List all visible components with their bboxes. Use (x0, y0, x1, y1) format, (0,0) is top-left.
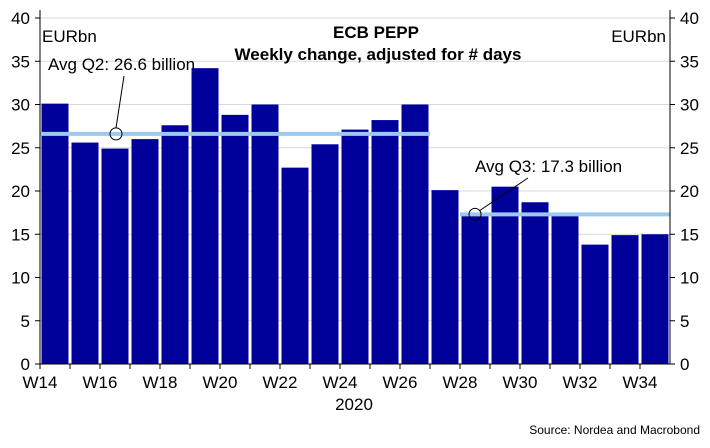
y-tick-label-right: 0 (680, 355, 689, 374)
x-tick-label: W30 (503, 373, 538, 392)
x-tick-label: W26 (383, 373, 418, 392)
y-tick-label-right: 35 (680, 52, 699, 71)
y-tick-label-right: 5 (680, 312, 689, 331)
bars (41, 68, 669, 365)
average-annotation: Avg Q3: 17.3 billion (475, 157, 622, 176)
bar-w19 (191, 68, 219, 365)
source-note: Source: Nordea and Macrobond (529, 423, 700, 437)
average-lines: Avg Q2: 26.6 billion Avg Q3: 17.3 billion (40, 55, 670, 221)
bar-w34 (641, 234, 669, 364)
x-tick-label: W24 (323, 373, 358, 392)
bar-w17 (131, 139, 159, 364)
y-tick-label-right: 40 (680, 9, 699, 28)
y-tick-label-left: 25 (11, 139, 30, 158)
y-tick-label-right: 25 (680, 139, 699, 158)
x-tick-label: W16 (83, 373, 118, 392)
y-tick-label-left: 40 (11, 9, 30, 28)
bar-w25 (371, 120, 399, 364)
bar-w28 (461, 214, 489, 364)
bar-w21 (251, 104, 279, 364)
y-tick-label-left: 30 (11, 96, 30, 115)
x-tick-label: W22 (263, 373, 298, 392)
right-unit-label: EURbn (611, 27, 666, 46)
bar-w33 (611, 235, 639, 364)
annotation-leader (479, 177, 529, 211)
bar-w24 (341, 129, 369, 364)
y-tick-label-right: 10 (680, 269, 699, 288)
average-marker (468, 207, 482, 221)
y-tick-label-left: 35 (11, 52, 30, 71)
x-axis-title: 2020 (335, 395, 373, 414)
bar-w20 (221, 114, 249, 364)
x-tick-label: W34 (623, 373, 658, 392)
bar-w30 (521, 202, 549, 364)
axes: 0 0 5 5 10 10 15 15 20 20 25 25 30 30 35 35 40 40 W14 W16 W1… (11, 9, 699, 392)
y-tick-label-left: 20 (11, 182, 30, 201)
bar-w31 (551, 214, 579, 364)
left-unit-label: EURbn (42, 27, 97, 46)
y-tick-label-right: 15 (680, 225, 699, 244)
y-tick-label-right: 20 (680, 182, 699, 201)
bar-w32 (581, 244, 609, 364)
bar-w18 (161, 125, 189, 364)
bar-w22 (281, 167, 309, 364)
x-tick-label: W28 (443, 373, 478, 392)
y-tick-label-right: 30 (680, 96, 699, 115)
y-tick-label-left: 15 (11, 225, 30, 244)
chart-subtitle: Weekly change, adjusted for # days (235, 45, 522, 64)
x-tick-label: W32 (563, 373, 598, 392)
y-tick-label-left: 10 (11, 269, 30, 288)
bar-w26 (401, 104, 429, 364)
bar-w27 (431, 190, 459, 364)
x-tick-label: W18 (143, 373, 178, 392)
x-tick-label: W14 (23, 373, 58, 392)
average-annotation: Avg Q2: 26.6 billion (48, 55, 195, 74)
chart-title: ECB PEPP (333, 23, 419, 42)
annotation-leader (115, 75, 125, 128)
y-tick-label-left: 0 (21, 355, 30, 374)
bar-w14 (41, 103, 69, 364)
y-tick-label-left: 5 (21, 312, 30, 331)
x-tick-label: W20 (203, 373, 238, 392)
bar-w15 (71, 142, 99, 364)
bar-w23 (311, 144, 339, 364)
bar-w16 (101, 148, 129, 364)
